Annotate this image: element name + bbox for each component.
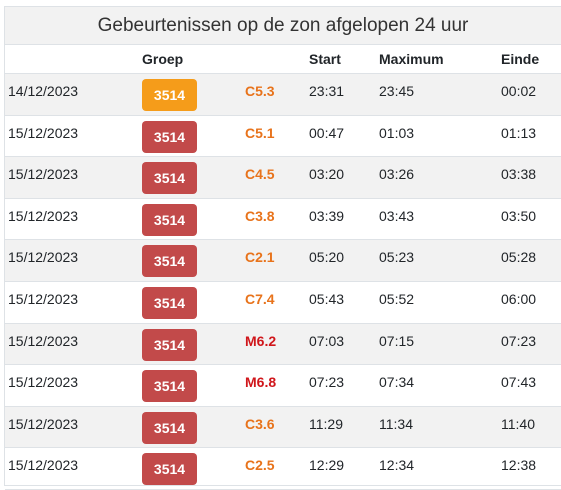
event-maximum: 05:23 — [379, 249, 415, 266]
event-date: 15/12/2023 — [8, 124, 79, 141]
group-badge[interactable]: 3514 — [142, 286, 197, 319]
event-start: 00:47 — [309, 124, 345, 141]
event-end: 07:23 — [501, 332, 537, 349]
header-maximum: Maximum — [379, 45, 501, 74]
event-date: 15/12/2023 — [8, 374, 79, 391]
event-start: 05:20 — [309, 249, 345, 266]
flare-class: C5.3 — [245, 83, 275, 99]
group-badge[interactable]: 3514 — [142, 411, 197, 444]
panel-title: Gebeurtenissen op de zon afgelopen 24 uu… — [5, 7, 561, 45]
event-maximum: 03:43 — [379, 207, 415, 224]
event-start: 11:29 — [309, 415, 343, 432]
table-row: 15/12/2023 3514 C7.4 05:43 05:52 06:00 — [5, 281, 561, 324]
flare-class: M6.8 — [245, 374, 277, 391]
table-row: 15/12/2023 3514 C5.1 00:47 01:03 01:13 — [5, 115, 561, 158]
event-end: 01:13 — [501, 124, 537, 141]
group-badge[interactable]: 3514 — [142, 162, 197, 195]
flare-class: C3.8 — [245, 207, 275, 224]
table-row: 14/12/2023 3514 C5.3 23:31 23:45 00:02 — [5, 73, 561, 116]
event-maximum: 23:45 — [379, 83, 415, 99]
flare-class: C3.6 — [245, 415, 275, 432]
table-row: 15/12/2023 3514 M6.2 07:03 07:15 07:23 — [5, 323, 561, 366]
group-badge[interactable]: 3514 — [142, 453, 197, 486]
table-row: 15/12/2023 3514 C2.1 05:20 05:23 05:28 — [5, 239, 561, 282]
event-date: 14/12/2023 — [8, 83, 79, 99]
table-row: 15/12/2023 3514 M6.8 07:23 07:34 07:43 — [5, 364, 561, 407]
group-badge[interactable]: 3514 — [142, 328, 197, 361]
event-start: 05:43 — [309, 290, 345, 307]
event-maximum: 05:52 — [379, 290, 415, 307]
event-date: 15/12/2023 — [8, 415, 79, 432]
event-end: 05:28 — [501, 249, 537, 266]
event-date: 15/12/2023 — [8, 457, 79, 474]
event-start: 12:29 — [309, 457, 345, 474]
event-start: 07:23 — [309, 374, 345, 391]
event-date: 15/12/2023 — [8, 290, 79, 307]
flare-class: M6.2 — [245, 332, 277, 349]
group-badge[interactable]: 3514 — [142, 120, 197, 153]
event-start: 07:03 — [309, 332, 345, 349]
group-badge[interactable]: 3514 — [142, 79, 197, 111]
event-date: 15/12/2023 — [8, 332, 79, 349]
flare-class: C4.5 — [245, 166, 275, 183]
event-end: 00:02 — [501, 83, 537, 99]
event-start: 03:20 — [309, 166, 345, 183]
event-maximum: 03:26 — [379, 166, 415, 183]
event-start: 23:31 — [309, 83, 345, 99]
event-maximum: 07:34 — [379, 374, 415, 391]
group-badge[interactable]: 3514 — [142, 203, 197, 236]
event-date: 15/12/2023 — [8, 249, 79, 266]
table-row: 15/12/2023 3514 C3.6 11:29 11:34 11:40 — [5, 406, 561, 449]
event-start: 03:39 — [309, 207, 345, 224]
event-maximum: 01:03 — [379, 124, 415, 141]
table-row: 15/12/2023 3514 C3.8 03:39 03:43 03:50 — [5, 198, 561, 241]
event-end: 03:50 — [501, 207, 537, 224]
event-end: 06:00 — [501, 290, 537, 307]
event-maximum: 12:34 — [379, 457, 415, 474]
event-maximum: 07:15 — [379, 332, 415, 349]
table-row: 15/12/2023 3514 C2.5 12:29 12:34 12:38 — [5, 447, 561, 490]
events-table: Groep Start Maximum Einde 14/12/2023 3514… — [5, 45, 561, 490]
event-end: 07:43 — [501, 374, 537, 391]
table-header-row: Groep Start Maximum Einde — [5, 45, 561, 74]
event-date: 15/12/2023 — [8, 166, 79, 183]
solar-events-panel: Gebeurtenissen op de zon afgelopen 24 uu… — [4, 6, 561, 490]
header-group: Groep — [142, 45, 245, 74]
flare-class: C7.4 — [245, 290, 275, 307]
event-end: 12:38 — [501, 457, 537, 474]
flare-class: C2.5 — [245, 457, 275, 474]
group-badge[interactable]: 3514 — [142, 245, 197, 278]
event-date: 15/12/2023 — [8, 207, 79, 224]
table-row: 15/12/2023 3514 C4.5 03:20 03:26 03:38 — [5, 156, 561, 199]
flare-class: C2.1 — [245, 249, 275, 266]
header-end: Einde — [501, 45, 561, 74]
event-maximum: 11:34 — [379, 415, 413, 432]
event-end: 03:38 — [501, 166, 537, 183]
group-badge[interactable]: 3514 — [142, 370, 197, 403]
header-start: Start — [309, 45, 379, 74]
event-end: 11:40 — [501, 415, 535, 432]
flare-class: C5.1 — [245, 124, 275, 141]
header-class — [245, 45, 309, 74]
header-date — [5, 45, 142, 74]
